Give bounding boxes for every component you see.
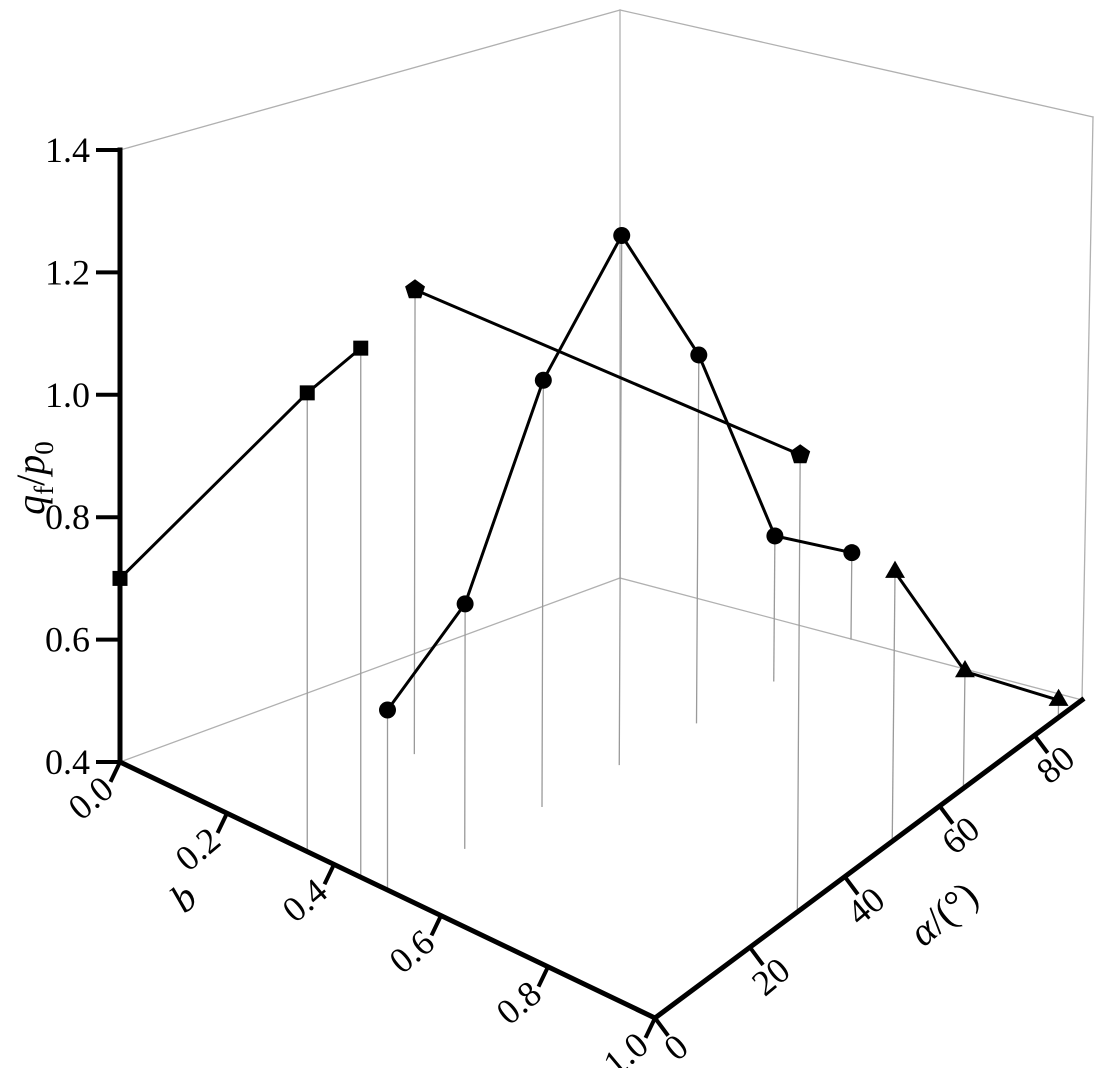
drop-line bbox=[774, 536, 775, 681]
data-point-marker-circle bbox=[613, 227, 630, 244]
data-point-marker-circle bbox=[690, 346, 707, 363]
box-frame-edge bbox=[1082, 117, 1093, 700]
z-tick-label: 0.4 bbox=[45, 742, 90, 782]
data-point-marker-square bbox=[113, 571, 128, 586]
y-tick-label: 0 bbox=[656, 1026, 696, 1068]
drop-line bbox=[542, 380, 543, 806]
z-tick-label: 0.6 bbox=[45, 620, 90, 660]
box-frame-edge bbox=[120, 578, 620, 762]
y-tick-label: 20 bbox=[744, 950, 797, 1004]
x-axis-tick bbox=[646, 1018, 655, 1036]
series-line-squares bbox=[120, 348, 361, 578]
drop-line bbox=[414, 290, 415, 754]
y-tick-label: 40 bbox=[839, 879, 892, 933]
drop-line bbox=[892, 572, 895, 841]
y-tick-label: 80 bbox=[1029, 738, 1082, 792]
y-axis-alpha bbox=[655, 700, 1082, 1018]
data-point-marker-circle bbox=[535, 372, 552, 389]
data-point-marker-square bbox=[353, 341, 368, 356]
x-axis-title: b bbox=[161, 874, 205, 921]
drop-line bbox=[963, 671, 965, 788]
data-point-marker-circle bbox=[379, 702, 396, 719]
data-point-marker-triangle bbox=[885, 561, 905, 578]
z-tick-label: 1.4 bbox=[45, 130, 90, 170]
series-line-triangles bbox=[895, 572, 1059, 700]
data-point-marker-pentagon bbox=[405, 279, 425, 298]
y-tick-label: 60 bbox=[934, 808, 987, 862]
z-axis-title: qf/p0 bbox=[8, 441, 59, 515]
y-axis-title: α/(°) bbox=[900, 872, 986, 955]
z-tick-label: 1.2 bbox=[45, 252, 90, 292]
drop-line bbox=[851, 553, 852, 639]
box-frame-edge bbox=[120, 10, 620, 150]
x-axis-tick bbox=[432, 916, 441, 934]
x-axis-tick bbox=[325, 864, 334, 882]
data-point-marker-pentagon bbox=[790, 444, 810, 463]
data-point-marker-circle bbox=[766, 527, 783, 544]
x-axis-tick bbox=[539, 967, 548, 985]
data-point-marker-circle bbox=[843, 544, 860, 561]
drop-line bbox=[797, 455, 800, 912]
series-line-pentagons bbox=[415, 290, 800, 455]
z-tick-label: 1.0 bbox=[45, 375, 90, 415]
data-point-marker-square bbox=[300, 385, 315, 400]
data-point-marker-circle bbox=[457, 595, 474, 612]
box-frame-edge bbox=[620, 10, 1093, 117]
x-axis-tick bbox=[111, 762, 120, 780]
x-axis-tick bbox=[218, 813, 227, 831]
